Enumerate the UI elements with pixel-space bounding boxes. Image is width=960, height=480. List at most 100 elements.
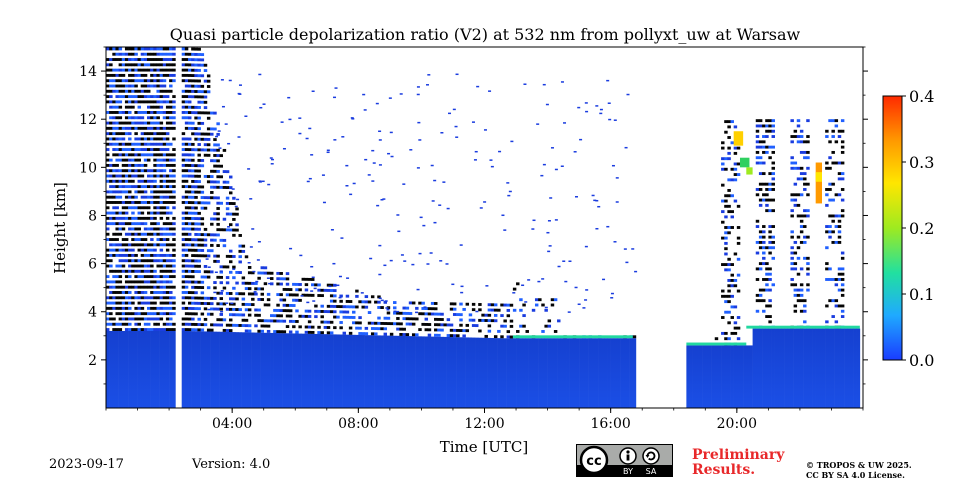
noise-speckle — [525, 330, 529, 333]
boundary-layer-cell — [541, 338, 545, 408]
noise-speckle — [840, 272, 845, 276]
noise-speckle — [156, 227, 160, 231]
noise-speckle — [225, 212, 230, 216]
noise-speckle — [181, 185, 186, 189]
noise-speckle — [169, 63, 173, 67]
noise-speckle — [162, 169, 167, 173]
noise-speckle — [118, 89, 123, 93]
noise-speckle — [197, 301, 201, 305]
noise-speckle — [162, 163, 167, 167]
cirrus-depol-patch — [815, 172, 822, 182]
noise-speckle — [724, 337, 728, 341]
noise-speckle — [762, 235, 766, 239]
boundary-layer-cell — [336, 334, 340, 408]
boundary-layer-cell — [818, 328, 823, 408]
noise-speckle — [184, 73, 189, 77]
noise-speckle — [143, 111, 148, 114]
noise-speckle — [188, 68, 192, 72]
noise-speckle — [206, 312, 211, 316]
noise-speckle — [358, 326, 362, 330]
sparse-signal — [599, 112, 603, 115]
sparse-signal — [390, 155, 394, 158]
noise-speckle — [497, 308, 501, 312]
noise-speckle — [153, 126, 157, 130]
noise-speckle — [771, 209, 775, 213]
noise-speckle — [194, 47, 198, 51]
sparse-signal — [548, 245, 552, 247]
noise-speckle — [153, 259, 157, 263]
sparse-signal — [455, 73, 459, 76]
noise-speckle — [825, 267, 829, 271]
sparse-signal — [579, 138, 583, 141]
noise-speckle — [200, 275, 205, 279]
noise-speckle — [124, 185, 129, 189]
noise-speckle — [112, 179, 116, 183]
noise-speckle — [181, 116, 186, 120]
noise-speckle — [225, 254, 230, 258]
sparse-signal — [416, 93, 420, 96]
noise-speckle — [197, 153, 201, 157]
noise-speckle — [131, 100, 135, 104]
noise-speckle — [134, 195, 138, 199]
noise-speckle — [342, 310, 347, 314]
noise-speckle — [377, 316, 381, 320]
noise-speckle — [768, 288, 772, 292]
noise-speckle — [131, 121, 135, 125]
noise-speckle — [131, 179, 135, 183]
boundary-layer-cell — [184, 330, 189, 408]
noise-speckle — [408, 322, 413, 326]
noise-speckle — [206, 153, 211, 157]
noise-speckle — [140, 169, 145, 173]
noise-speckle — [758, 203, 763, 207]
noise-speckle — [200, 190, 205, 194]
noise-speckle — [188, 264, 192, 268]
sparse-signal — [310, 154, 314, 156]
noise-speckle — [124, 153, 129, 157]
boundary-layer-cell — [538, 338, 542, 408]
noise-speckle — [115, 190, 119, 194]
colorbar-tick-label: 0.2 — [909, 219, 934, 238]
noise-speckle — [194, 296, 198, 300]
noise-speckle — [137, 216, 141, 220]
noise-speckle — [736, 173, 741, 176]
noise-speckle — [206, 137, 211, 141]
noise-speckle — [257, 287, 261, 291]
sparse-signal — [289, 247, 293, 250]
noise-speckle — [825, 230, 829, 234]
noise-speckle — [115, 238, 119, 241]
noise-speckle — [106, 58, 110, 61]
noise-speckle — [137, 174, 141, 178]
sparse-signal — [585, 110, 589, 113]
noise-speckle — [765, 124, 769, 128]
noise-speckle — [462, 334, 466, 338]
noise-speckle — [229, 302, 233, 306]
noise-speckle — [134, 291, 138, 294]
noise-speckle — [806, 150, 810, 154]
noise-speckle — [137, 68, 141, 72]
noise-speckle — [736, 241, 741, 245]
noise-speckle — [109, 222, 113, 226]
noise-speckle — [191, 63, 195, 67]
noise-speckle — [837, 240, 842, 244]
boundary-layer-cell — [424, 336, 429, 408]
noise-speckle — [172, 153, 176, 157]
noise-speckle — [241, 324, 246, 327]
sparse-signal — [388, 97, 392, 99]
noise-speckle — [755, 135, 760, 138]
noise-speckle — [121, 322, 126, 326]
cc-license-badge[interactable]: cc BY SA — [576, 444, 673, 477]
noise-speckle — [128, 126, 132, 130]
noise-speckle — [131, 73, 135, 77]
noise-speckle — [121, 142, 126, 146]
noise-speckle — [415, 306, 419, 310]
noise-speckle — [191, 201, 195, 205]
noise-speckle — [762, 278, 766, 281]
sparse-signal — [214, 271, 218, 274]
noise-speckle — [165, 179, 170, 183]
noise-speckle — [128, 248, 132, 252]
noise-speckle — [216, 122, 220, 126]
noise-speckle — [153, 148, 157, 151]
noise-speckle — [229, 297, 233, 301]
sparse-signal — [300, 295, 304, 297]
